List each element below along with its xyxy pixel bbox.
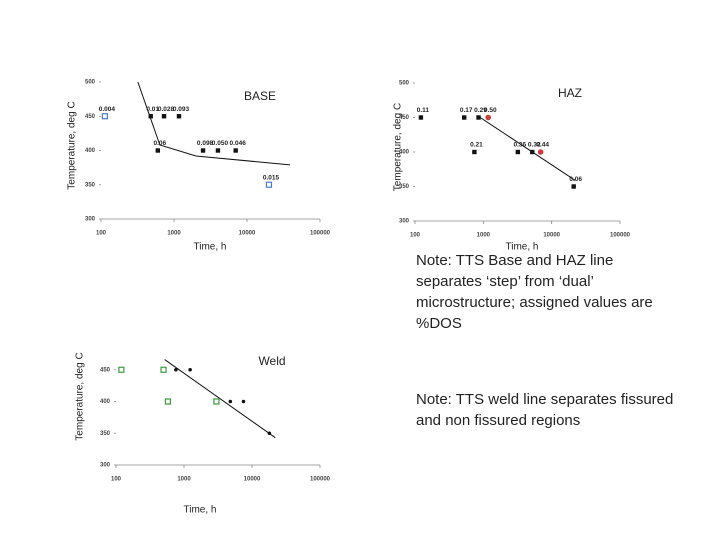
point [160,366,167,373]
point-label: 0.050 [212,140,229,147]
point [176,114,182,119]
note: Note: TTS Base and HAZ line separates ‘s… [416,252,653,332]
point-label: 0.21 [470,142,483,149]
point-label: 0.093 [173,106,190,113]
x-tick-label: 1000 [167,231,181,237]
point [537,149,544,155]
point [241,399,246,404]
x-tick-label: 10000 [244,477,261,483]
y-axis-label: Temperature, deg C [393,103,404,191]
point [164,398,172,405]
point-label: 0.06 [153,140,166,147]
point [265,181,273,188]
x-tick-label: 100000 [310,477,331,483]
y-tick-label: 400 [100,399,111,405]
y-tick-label: 500 [399,81,410,87]
point [200,148,206,153]
y-tick-label: 300 [399,219,410,225]
point-label: 0.32 [528,142,541,149]
y-axis-label: Temperature, deg C [67,101,78,189]
y-tick-label: 350 [85,182,96,188]
y-tick-label: 450 [100,367,111,373]
point [233,148,238,153]
x-tick-label: 10000 [543,233,560,239]
point [515,149,521,155]
point [155,148,161,153]
point [462,115,467,120]
point [213,398,220,405]
point-label: 0.11 [417,107,430,114]
point [118,366,125,373]
x-axis-label: Time, h [194,242,227,253]
point [148,114,153,119]
point [472,149,477,155]
point [267,431,272,436]
x-axis-label: Time, h [184,505,217,516]
point-label: 0.01 [146,106,159,113]
point-label: 0.015 [263,174,280,181]
y-tick-label: 350 [100,431,111,437]
point-label: 0.17 [460,107,473,114]
trend-line [164,359,276,439]
point-label: 0.004 [99,106,116,113]
point-label: 0.06 [569,176,582,183]
y-tick-label: 450 [399,115,410,121]
x-axis-label: Time, h [506,242,539,253]
point [161,114,167,119]
x-tick-label: 100000 [310,231,331,237]
y-tick-label: 350 [399,184,410,190]
x-tick-label: 100 [111,477,122,483]
point [418,115,424,120]
point [174,367,178,372]
point [215,148,221,153]
point [101,113,108,120]
trend-line [137,81,291,166]
y-tick-label: 300 [100,463,111,469]
x-tick-label: 100 [96,231,107,237]
point-label: 0.046 [230,140,247,147]
trend-line [479,117,576,181]
point-label: 0.028 [158,106,175,113]
point-label: 0.44 [536,142,549,149]
x-tick-label: 100 [410,233,421,239]
x-tick-label: 1000 [177,477,191,483]
x-tick-label: 1000 [477,233,491,239]
y-tick-label: 500 [85,80,96,86]
chart-title: BASE [244,89,276,103]
y-tick-label: 300 [85,217,96,223]
y-axis-label: Temperature, deg C [75,352,86,440]
point [485,114,492,121]
chart-title: HAZ [558,86,582,100]
y-tick-label: 400 [399,150,410,156]
chart-title: Weld [258,354,285,368]
point-label: 0.36 [514,142,527,149]
point [188,367,192,372]
x-tick-label: 10000 [239,231,256,237]
point-label: 0.50 [484,107,497,114]
point-label: 0.098 [197,140,214,147]
point [571,184,576,189]
point [228,399,233,404]
point-label: 0.29 [474,107,487,114]
x-tick-label: 100000 [610,233,631,239]
y-tick-label: 400 [85,148,96,154]
point [476,115,481,120]
y-tick-label: 450 [85,114,96,120]
note: Note: TTS weld line separates fissured a… [416,391,674,429]
point [530,149,535,155]
